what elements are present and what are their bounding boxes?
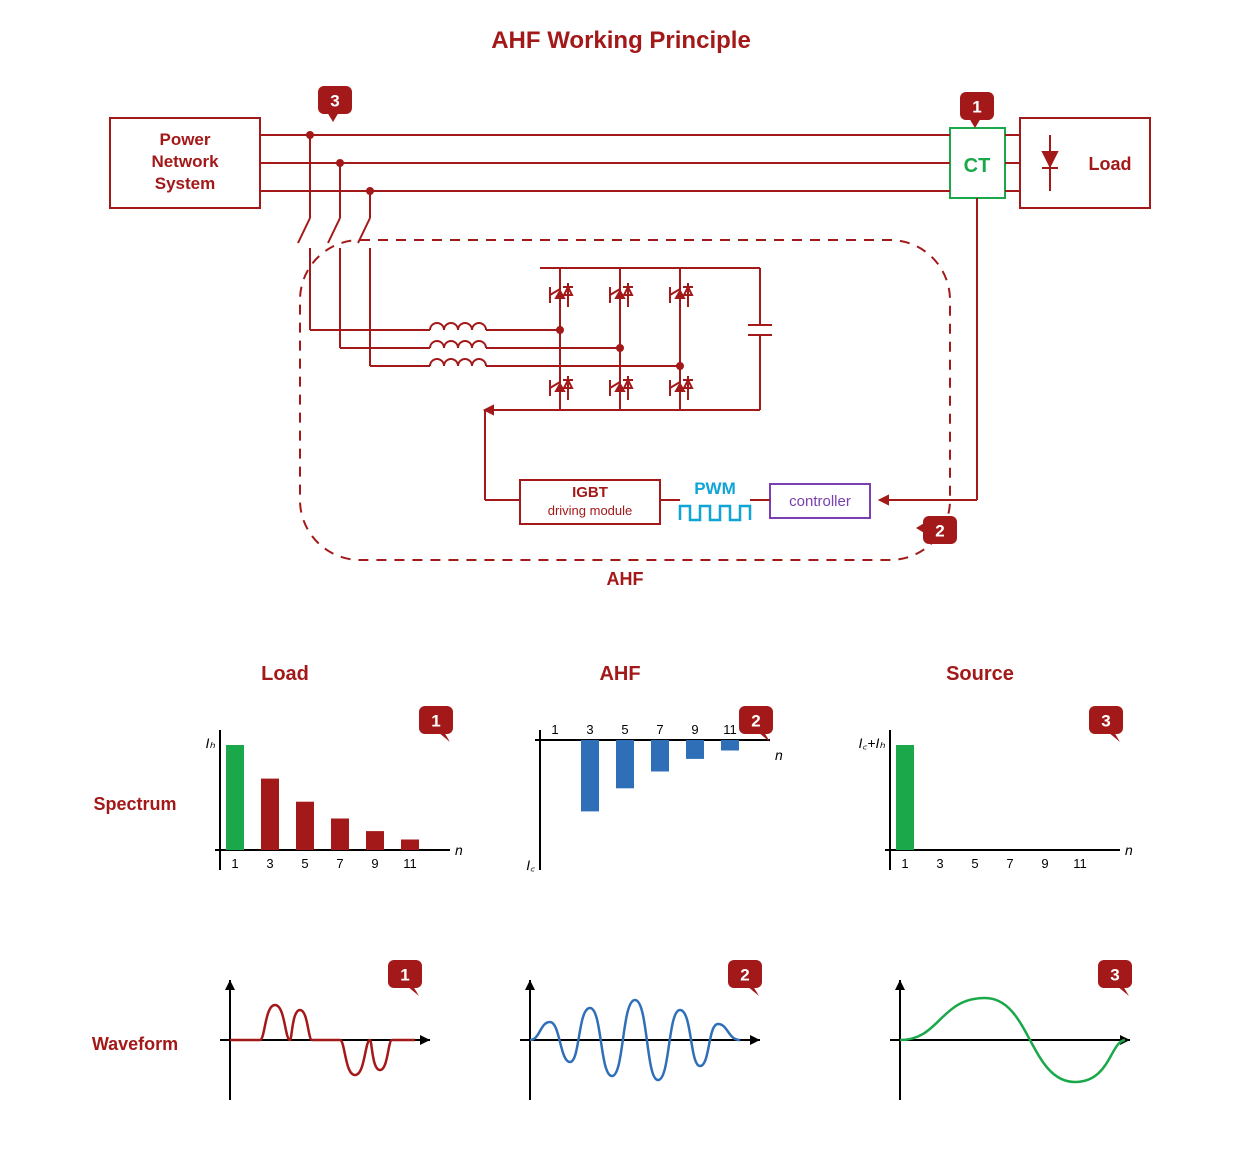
svg-text:1: 1 <box>400 965 409 984</box>
svg-text:9: 9 <box>371 856 378 871</box>
svg-text:5: 5 <box>971 856 978 871</box>
svg-text:2: 2 <box>935 521 944 540</box>
svg-text:7: 7 <box>656 722 663 737</box>
svg-text:I꜀: I꜀ <box>526 857 535 873</box>
svg-text:7: 7 <box>1006 856 1013 871</box>
circuit-badge-1: 1 <box>960 92 994 128</box>
pwm-label: PWM <box>694 479 736 498</box>
svg-text:1: 1 <box>551 722 558 737</box>
svg-text:I꜀+Iₕ: I꜀+Iₕ <box>859 735 886 751</box>
spectrum-ahf: I꜀ n 1 3 5 7 9 11 2 <box>526 706 783 873</box>
load-label: Load <box>1089 154 1132 174</box>
svg-text:9: 9 <box>1041 856 1048 871</box>
svg-text:9: 9 <box>691 722 698 737</box>
waveform-load: 1 <box>220 960 430 1100</box>
svg-text:2: 2 <box>751 711 760 730</box>
drive-link <box>485 406 540 500</box>
ct-label: CT <box>964 155 991 177</box>
svg-text:11: 11 <box>1073 856 1087 871</box>
igbt-label-2: driving module <box>548 503 633 518</box>
circuit-diagram: Power Network System Load CT <box>110 86 1150 589</box>
igbt-bridge <box>540 268 772 410</box>
waveform-source: 3 <box>890 960 1132 1100</box>
power-box-line2: Network <box>151 152 219 171</box>
svg-text:n: n <box>775 747 783 763</box>
col-header-load: Load <box>261 663 309 685</box>
spectrum-load: Iₕn13579111 <box>205 706 463 871</box>
svg-text:n: n <box>1125 842 1133 858</box>
phase-lines <box>260 135 1020 191</box>
svg-text:3: 3 <box>1101 711 1110 730</box>
row-header-spectrum: Spectrum <box>93 794 176 814</box>
svg-text:3: 3 <box>266 856 273 871</box>
svg-text:11: 11 <box>723 722 737 737</box>
svg-text:1: 1 <box>972 97 981 116</box>
svg-text:3: 3 <box>586 722 593 737</box>
svg-text:3: 3 <box>1110 965 1119 984</box>
pwm-icon <box>680 506 750 520</box>
col-header-ahf: AHF <box>599 663 640 685</box>
igbt-label-1: IGBT <box>572 484 608 501</box>
inductors <box>310 323 680 366</box>
diagram-title: AHF Working Principle <box>491 27 751 54</box>
ct-controller-link <box>880 198 977 504</box>
svg-text:Iₕ: Iₕ <box>205 735 215 751</box>
row-header-waveform: Waveform <box>92 1034 178 1054</box>
svg-text:1: 1 <box>431 711 440 730</box>
svg-text:3: 3 <box>330 91 339 110</box>
svg-text:2: 2 <box>740 965 749 984</box>
svg-text:5: 5 <box>301 856 308 871</box>
svg-text:7: 7 <box>336 856 343 871</box>
controller-label: controller <box>789 493 851 510</box>
svg-text:1: 1 <box>901 856 908 871</box>
svg-text:11: 11 <box>403 856 417 871</box>
ahf-label: AHF <box>607 569 644 589</box>
col-header-source: Source <box>946 663 1014 685</box>
waveform-ahf: 2 <box>520 960 762 1100</box>
circuit-badge-2: 2 <box>916 516 957 544</box>
svg-text:n: n <box>455 842 463 858</box>
svg-text:5: 5 <box>621 722 628 737</box>
svg-text:3: 3 <box>936 856 943 871</box>
svg-text:1: 1 <box>231 856 238 871</box>
load-diode-icon <box>1042 135 1058 191</box>
circuit-badge-3: 3 <box>318 86 352 122</box>
power-box-line3: System <box>155 174 215 193</box>
power-box-line1: Power <box>159 130 210 149</box>
spectrum-source: I꜀+Iₕ n 1 3 5 7 9 11 3 <box>859 706 1133 871</box>
